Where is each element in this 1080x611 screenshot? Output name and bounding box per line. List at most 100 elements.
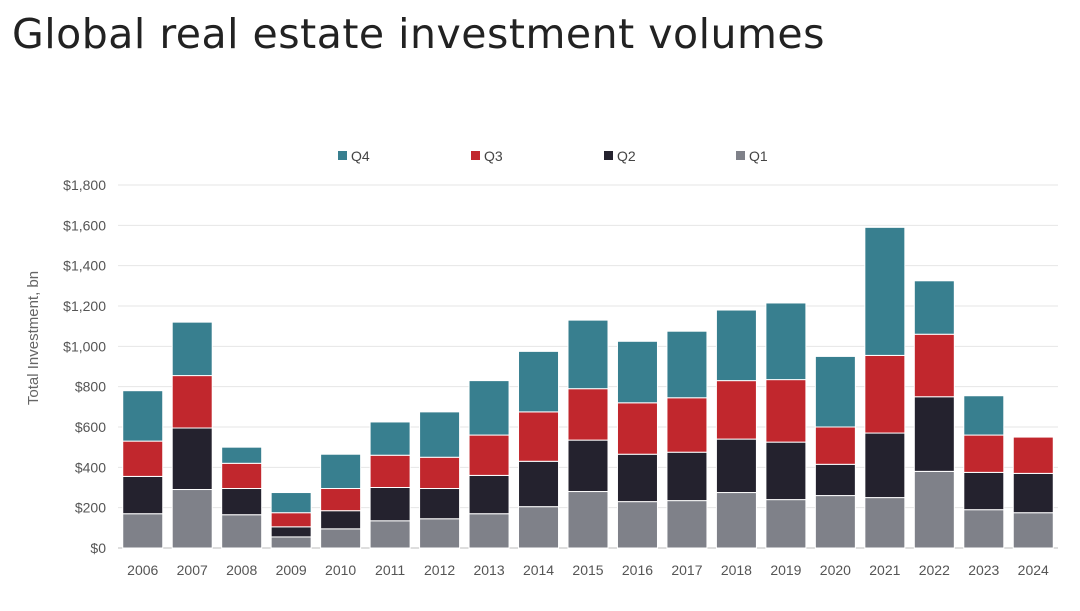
x-tick-label: 2013 xyxy=(473,562,504,578)
bar-segment-q1-2021 xyxy=(864,497,906,549)
legend-label-q3: Q3 xyxy=(484,148,503,164)
legend-swatch-q1 xyxy=(736,151,745,160)
bar-segment-q3-2007 xyxy=(171,375,213,429)
bar-segment-q2-2023 xyxy=(963,471,1005,511)
legend-label-q2: Q2 xyxy=(617,148,636,164)
bar-segment-q3-2012 xyxy=(419,456,461,490)
bar-segment-q4-2017 xyxy=(666,330,708,399)
bar-segment-q3-2011 xyxy=(369,454,411,489)
bar-segment-q4-2011 xyxy=(369,421,411,456)
bar-segment-q2-2006 xyxy=(122,475,164,515)
bar-segment-q2-2024 xyxy=(1012,472,1054,514)
x-tick-label: 2015 xyxy=(572,562,603,578)
bar-segment-q4-2009 xyxy=(270,492,312,514)
bar-segment-q2-2017 xyxy=(666,451,708,502)
bar-segment-q1-2015 xyxy=(567,491,609,549)
bar-segment-q4-2010 xyxy=(320,453,362,490)
legend-swatch-q2 xyxy=(604,151,613,160)
bar-segment-q1-2020 xyxy=(814,495,856,549)
bar-segment-q1-2012 xyxy=(419,518,461,549)
bar-segment-q1-2014 xyxy=(518,506,560,549)
bar-segment-q2-2009 xyxy=(270,526,312,538)
bar-segment-q3-2009 xyxy=(270,512,312,528)
bar-segment-q1-2023 xyxy=(963,509,1005,549)
bar-segment-q4-2008 xyxy=(221,446,263,464)
bar-segment-q3-2015 xyxy=(567,388,609,441)
x-axis-ticks: 2006 2007 2008 2009 2010 2011 2012 2013 2014 2015… xyxy=(127,562,1049,578)
x-tick-label: 2016 xyxy=(622,562,653,578)
bar-segment-q3-2010 xyxy=(320,488,362,512)
x-tick-label: 2011 xyxy=(375,562,405,578)
bar-segment-q4-2014 xyxy=(518,350,560,413)
bar-segment-q3-2021 xyxy=(864,354,906,434)
x-tick-label: 2006 xyxy=(127,562,158,578)
bar-segment-q3-2017 xyxy=(666,397,708,453)
bar-segment-q4-2023 xyxy=(963,395,1005,436)
y-tick-label: $1,200 xyxy=(63,298,106,314)
bar-segment-q4-2006 xyxy=(122,390,164,442)
y-tick-label: $600 xyxy=(75,419,106,435)
x-tick-label: 2023 xyxy=(968,562,999,578)
y-tick-label: $200 xyxy=(75,500,106,516)
bar-segment-q1-2018 xyxy=(715,492,757,549)
bar-segment-q1-2017 xyxy=(666,500,708,549)
bar-segment-q1-2024 xyxy=(1012,512,1054,549)
y-tick-label: $1,600 xyxy=(63,217,106,233)
legend-label-q4: Q4 xyxy=(351,148,370,164)
bar-segment-q3-2006 xyxy=(122,440,164,477)
legend-swatch-q3 xyxy=(471,151,480,160)
bar-segment-q4-2015 xyxy=(567,319,609,390)
y-axis-ticks: $0 $200 $400 $600 $800 $1,000 $1,200 $1,400 $1,6… xyxy=(63,177,106,556)
bar-segment-q1-2019 xyxy=(765,499,807,549)
bar-segment-q3-2019 xyxy=(765,379,807,443)
bar-segment-q2-2014 xyxy=(518,460,560,508)
x-tick-label: 2007 xyxy=(177,562,208,578)
y-tick-label: $1,800 xyxy=(63,177,106,193)
x-tick-label: 2017 xyxy=(671,562,702,578)
bar-segment-q2-2021 xyxy=(864,432,906,499)
bar-segment-q4-2018 xyxy=(715,309,757,382)
bar-segment-q3-2014 xyxy=(518,411,560,462)
bar-segment-q2-2022 xyxy=(913,396,955,472)
y-tick-label: $800 xyxy=(75,379,106,395)
bar-segment-q4-2022 xyxy=(913,280,955,335)
bar-segment-q2-2020 xyxy=(814,463,856,497)
x-tick-label: 2021 xyxy=(869,562,900,578)
page-title: Global real estate investment volumes xyxy=(12,10,825,58)
bar-segment-q3-2008 xyxy=(221,462,263,490)
bar-segment-q2-2012 xyxy=(419,488,461,520)
x-tick-label: 2008 xyxy=(226,562,257,578)
bar-segment-q4-2012 xyxy=(419,411,461,458)
x-tick-label: 2018 xyxy=(721,562,752,578)
bar-segment-q3-2024 xyxy=(1012,436,1054,474)
bar-segment-q2-2013 xyxy=(468,474,510,515)
bar-segment-q1-2013 xyxy=(468,513,510,549)
bar-segment-q1-2009 xyxy=(270,536,312,549)
y-tick-label: $400 xyxy=(75,459,106,475)
bar-segment-q1-2010 xyxy=(320,528,362,549)
legend: Q4 Q3 Q2 Q1 xyxy=(338,148,768,164)
bar-segment-q2-2016 xyxy=(616,453,658,503)
x-tick-label: 2019 xyxy=(770,562,801,578)
bar-segment-q4-2013 xyxy=(468,380,510,436)
x-tick-label: 2024 xyxy=(1018,562,1049,578)
bar-segment-q2-2015 xyxy=(567,439,609,493)
y-axis-title: Total Investment, bn xyxy=(25,271,42,405)
y-tick-label: $1,400 xyxy=(63,258,106,274)
x-tick-label: 2009 xyxy=(276,562,307,578)
bar-segment-q3-2013 xyxy=(468,434,510,476)
bar-segment-q4-2007 xyxy=(171,321,213,377)
bar-segment-q4-2019 xyxy=(765,302,807,381)
x-tick-label: 2020 xyxy=(820,562,851,578)
bar-segment-q2-2008 xyxy=(221,488,263,516)
bar-segment-q2-2018 xyxy=(715,438,757,494)
bar-segment-q4-2021 xyxy=(864,226,906,356)
y-tick-label: $0 xyxy=(90,540,106,556)
legend-swatch-q4 xyxy=(338,151,347,160)
x-tick-label: 2012 xyxy=(424,562,455,578)
bar-segment-q4-2020 xyxy=(814,355,856,428)
bars xyxy=(122,226,1054,549)
y-tick-label: $1,000 xyxy=(63,338,106,354)
bar-segment-q3-2023 xyxy=(963,434,1005,473)
